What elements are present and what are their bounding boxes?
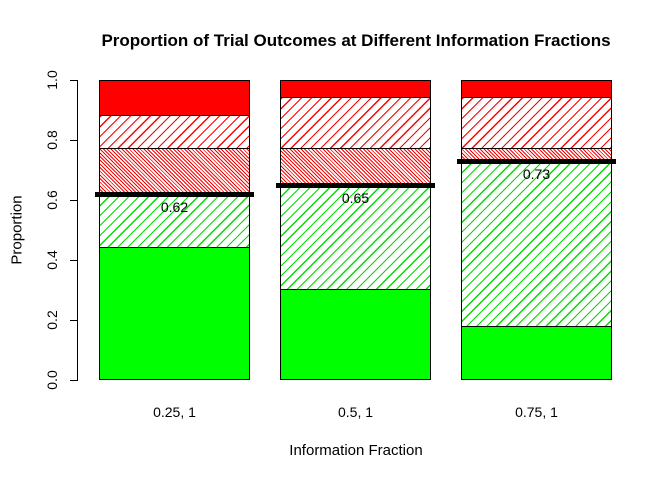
bar-segment-early-failure-solid-red (461, 80, 612, 97)
bar-segment-early-success-solid-green (99, 246, 250, 380)
bar-segment-early-failure-solid-red (99, 80, 250, 115)
bar-segment-late-success-green-hatch (280, 185, 431, 289)
bar-segment-late-failure-red-hatch (461, 96, 612, 148)
bar-segment-early-failure-solid-red (280, 80, 431, 97)
y-axis-tick (70, 380, 77, 381)
threshold-value-label: 0.73 (522, 166, 551, 182)
bar-segment-early-success-solid-green (461, 326, 612, 380)
x-axis-title: Information Fraction (289, 442, 423, 459)
y-axis-line (77, 80, 78, 381)
bar-segment-late-failure-red-hatch (280, 96, 431, 148)
threshold-value-label: 0.65 (341, 190, 370, 206)
y-axis-tick (70, 260, 77, 261)
bar-segment-late-success-green-hatch (99, 194, 250, 247)
y-axis-tick (70, 80, 77, 81)
bar-segment-late-failure-dense-red-hatch (461, 147, 612, 161)
threshold-value-label: 0.62 (160, 199, 189, 215)
x-category-label: 0.5, 1 (337, 404, 374, 420)
threshold-line (276, 183, 435, 188)
y-axis-tick (70, 140, 77, 141)
y-tick-label: 0.0 (44, 370, 60, 390)
y-tick-label: 1.0 (44, 70, 60, 90)
x-category-label: 0.75, 1 (515, 404, 558, 420)
y-tick-label: 0.2 (44, 310, 60, 330)
threshold-line (457, 159, 616, 164)
bar-segment-late-failure-red-hatch (99, 114, 250, 148)
y-axis-tick (70, 200, 77, 201)
threshold-line (95, 192, 254, 197)
x-category-label: 0.25, 1 (153, 404, 196, 420)
bar-segment-late-failure-dense-red-hatch (99, 147, 250, 194)
y-tick-label: 0.8 (44, 130, 60, 150)
y-tick-label: 0.4 (44, 250, 60, 270)
y-tick-label: 0.6 (44, 190, 60, 210)
bar-segment-early-success-solid-green (280, 288, 431, 380)
bar-segment-late-failure-dense-red-hatch (280, 147, 431, 185)
chart-title: Proportion of Trial Outcomes at Differen… (101, 31, 611, 50)
y-axis-tick (70, 320, 77, 321)
bar-segment-late-success-green-hatch (461, 161, 612, 326)
